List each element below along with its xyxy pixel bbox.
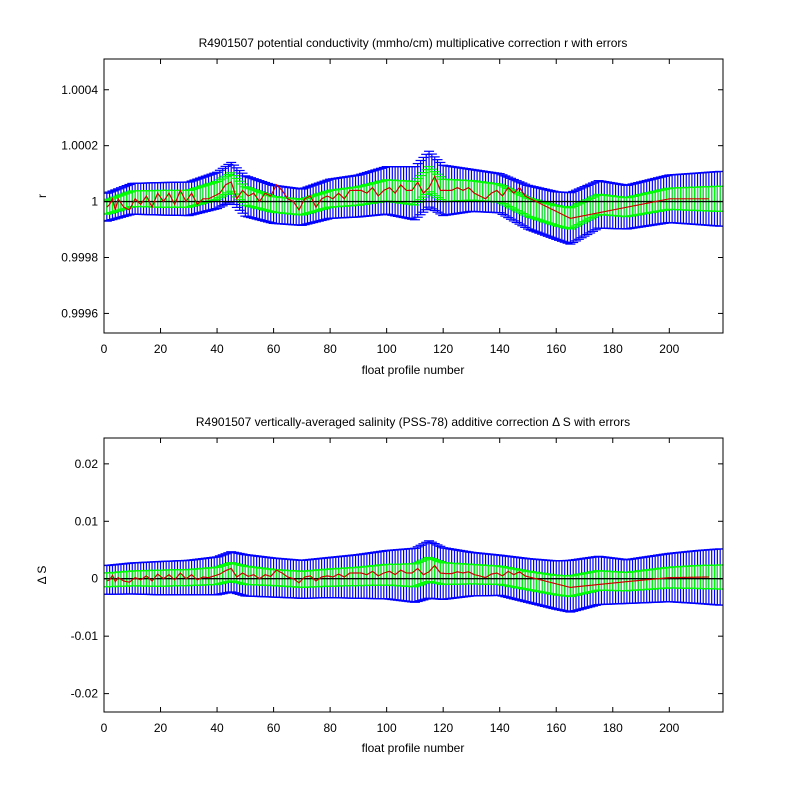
x-axis-label: float profile number	[362, 363, 465, 377]
axes-box	[103, 58, 724, 334]
data-layer	[104, 540, 723, 613]
y-tick-label: 0.9996	[61, 306, 98, 320]
plot-area: 0 20 40 60 80 100 120 140 160 180 200 0.9996 0.9998 1…	[61, 58, 724, 356]
x-tick-label: 140	[490, 721, 510, 735]
chart-title: R4901507 vertically-averaged salinity (P…	[196, 415, 630, 429]
y-tick-label: 0.01	[75, 514, 99, 528]
chart-title: R4901507 potential conductivity (mmho/cm…	[199, 36, 628, 50]
x-tick-label: 20	[154, 342, 168, 356]
y-tick-label: -0.02	[71, 687, 99, 701]
x-tick-label: 160	[546, 721, 566, 735]
x-tick-label: 120	[433, 721, 453, 735]
y-tick-label: 0.02	[75, 457, 99, 471]
y-tick-label: -0.01	[71, 629, 99, 643]
x-tick-label: 40	[210, 721, 224, 735]
x-tick-label: 20	[154, 721, 168, 735]
x-tick-label: 60	[267, 721, 281, 735]
x-tick-label: 120	[433, 342, 453, 356]
x-tick-label: 200	[659, 342, 679, 356]
x-tick-label: 160	[546, 342, 566, 356]
axes-box	[103, 437, 724, 713]
x-tick-label: 80	[323, 721, 337, 735]
salinity-correction-panel: R4901507 vertically-averaged salinity (P…	[35, 415, 724, 755]
x-tick-label: 100	[377, 721, 397, 735]
x-tick-label: 80	[323, 342, 337, 356]
y-axis-label: Δ S	[35, 566, 49, 585]
y-tick-label: 0	[91, 572, 98, 586]
x-tick-label: 140	[490, 342, 510, 356]
y-tick-label: 1.0002	[61, 139, 98, 153]
x-tick-label: 0	[101, 342, 108, 356]
x-tick-label: 0	[101, 721, 108, 735]
y-tick-label: 1	[91, 195, 98, 209]
conductivity-correction-panel: R4901507 potential conductivity (mmho/cm…	[35, 36, 724, 377]
y-axis-label: r	[35, 194, 49, 198]
data-layer	[104, 150, 723, 245]
plot-area: 0 20 40 60 80 100 120 140 160 180 200 -0.02 -0.01 0 0.…	[71, 437, 724, 735]
x-tick-label: 180	[603, 342, 623, 356]
x-tick-label: 180	[603, 721, 623, 735]
x-axis-label: float profile number	[362, 741, 465, 755]
y-tick-label: 1.0004	[61, 83, 98, 97]
y-tick-label: 0.9998	[61, 251, 98, 265]
x-tick-label: 100	[377, 342, 397, 356]
x-tick-label: 40	[210, 342, 224, 356]
correction-line	[106, 174, 709, 220]
correction-line	[106, 564, 709, 589]
x-tick-label: 200	[659, 721, 679, 735]
x-tick-label: 60	[267, 342, 281, 356]
